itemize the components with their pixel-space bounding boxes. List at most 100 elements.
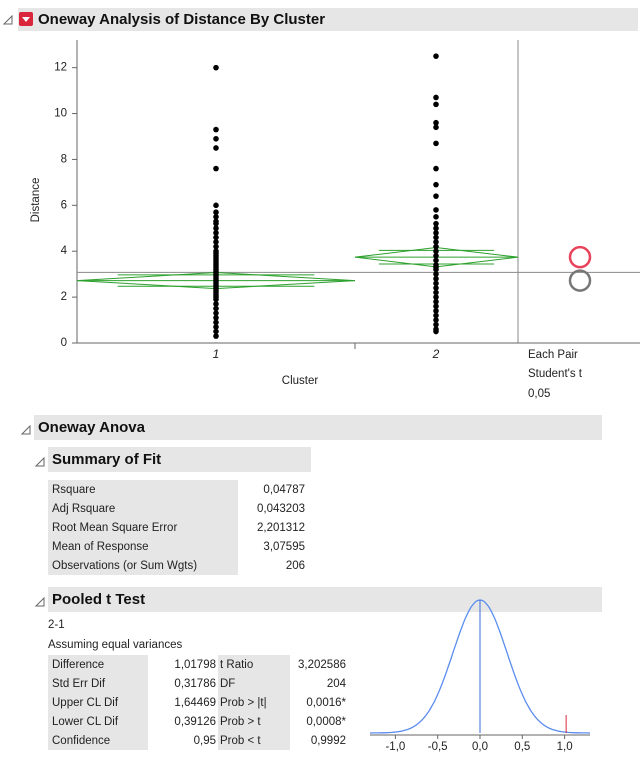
data-point [213, 319, 219, 326]
row-label: DF [220, 678, 235, 690]
comparison-name: 2-1 [48, 619, 65, 631]
data-point [213, 314, 219, 321]
header-bar [18, 8, 638, 31]
data-point [433, 253, 439, 259]
row-label: Upper CL Dif [52, 697, 119, 709]
row-label: Mean of Response [52, 541, 149, 553]
data-point [433, 298, 439, 305]
row-label: Lower CL Dif [52, 716, 119, 728]
data-point [433, 308, 439, 314]
data-point [433, 271, 439, 277]
comparison-label: 0,05 [528, 388, 550, 400]
x-tick-label: 2 [432, 347, 440, 361]
data-point [433, 140, 439, 147]
row-label-bg [218, 731, 290, 750]
data-point [433, 239, 439, 245]
data-point [433, 317, 439, 323]
data-point [213, 324, 219, 330]
row-label: Rsquare [52, 484, 95, 496]
data-point [433, 213, 439, 220]
data-point [433, 124, 439, 131]
disclosure-icon[interactable] [2, 14, 13, 25]
y-tick-label: 8 [61, 153, 67, 165]
row-label-bg [48, 537, 238, 556]
row-value: 0,04787 [263, 484, 305, 496]
disclosure-icon[interactable] [20, 424, 31, 435]
t-tick-label: 1,0 [557, 741, 573, 753]
data-point [213, 333, 219, 339]
data-point [433, 94, 439, 101]
t-tick-label: 0,0 [472, 741, 488, 753]
row-label-bg [48, 731, 148, 750]
row-value: 3,07595 [263, 541, 305, 553]
data-point [433, 294, 439, 300]
data-point [213, 165, 219, 172]
row-label: Adj Rsquare [52, 503, 115, 515]
data-point [213, 248, 219, 255]
y-tick-label: 6 [61, 199, 67, 211]
t-tick-label: 0,5 [514, 741, 530, 753]
data-point [213, 230, 219, 236]
note: Assuming equal variances [48, 639, 182, 651]
row-label: Std Err Dif [52, 678, 106, 690]
data-point [433, 220, 439, 227]
data-point [433, 230, 439, 236]
data-point [433, 289, 439, 296]
data-point [213, 239, 219, 245]
data-point [433, 257, 439, 264]
comparison-label: Each Pair [528, 349, 578, 361]
row-label-bg [48, 693, 148, 712]
row-value: 206 [286, 560, 305, 572]
data-point [433, 326, 439, 333]
data-point [433, 248, 439, 255]
data-point [433, 262, 439, 268]
row-value: 1,64469 [174, 697, 216, 709]
data-point [433, 280, 439, 287]
data-point [213, 135, 219, 142]
row-value: 0,0008* [306, 716, 346, 728]
y-tick-label: 0 [61, 337, 67, 349]
data-point [433, 53, 439, 59]
data-point [213, 64, 219, 71]
data-point [433, 181, 439, 188]
disclosure-icon[interactable] [34, 596, 45, 607]
data-point [213, 202, 219, 209]
comparison-circle [568, 269, 592, 292]
row-value: 2,201312 [257, 522, 305, 534]
comparison-circle [568, 245, 592, 269]
section-bar [48, 447, 311, 472]
data-point [433, 312, 439, 319]
row-value: 0,95 [194, 735, 216, 747]
comparison-label: Student's t [528, 368, 583, 380]
row-label: Confidence [52, 735, 110, 747]
data-point [433, 321, 439, 328]
row-label: Observations (or Sum Wgts) [52, 560, 197, 572]
menu-arrow [22, 17, 30, 22]
data-point [213, 218, 219, 225]
row-label: Prob > |t| [220, 697, 267, 709]
data-point [213, 243, 219, 250]
disclosure-icon[interactable] [34, 456, 45, 467]
row-label-bg [48, 518, 238, 537]
report-title: Oneway Analysis of Distance By Cluster [38, 11, 325, 28]
row-label-bg [48, 480, 238, 499]
row-label-bg [48, 499, 238, 518]
data-point [213, 301, 219, 307]
y-tick-label: 12 [54, 62, 67, 74]
data-point [213, 234, 219, 241]
row-value: 0,39126 [174, 716, 216, 728]
row-label-bg [48, 674, 148, 693]
data-point [213, 305, 219, 312]
section-title: Summary of Fit [52, 451, 161, 468]
row-value: 0,31786 [174, 678, 216, 690]
row-value: 0,9992 [311, 735, 346, 747]
section-bar [48, 587, 602, 612]
row-label: Prob < t [220, 735, 261, 747]
section-title: Oneway Anova [38, 419, 146, 436]
row-label-bg [218, 674, 290, 693]
row-label: Difference [52, 659, 104, 671]
data-point [433, 165, 439, 172]
data-point [433, 119, 439, 126]
row-value: 1,01798 [174, 659, 216, 671]
data-point [433, 303, 439, 310]
